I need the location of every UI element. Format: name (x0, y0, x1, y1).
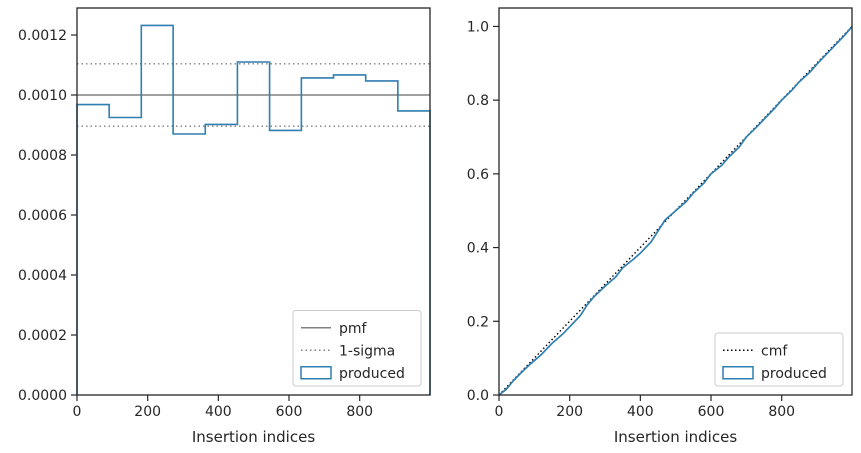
y-tick-label: 0.4 (467, 241, 489, 257)
legend-label-cmf: cmf (761, 343, 788, 359)
x-tick-label: 400 (627, 404, 654, 420)
y-tick-label: 0.0006 (18, 208, 67, 224)
right-chart-cmf: 0 200 400 600 800 0.0 0.2 0.4 0.6 0.8 1.0 Insertion… (467, 7, 853, 446)
y-tick-label: 0.0008 (18, 148, 67, 164)
legend-box (714, 332, 844, 387)
plot-frame (76, 7, 431, 396)
y-tick-label: 0.0012 (18, 28, 67, 44)
produced-histogram-step (76, 24, 431, 395)
y-tick-label: 1.0 (467, 19, 489, 35)
x-tick-label: 0 (73, 404, 82, 420)
y-tick-label: 0.0004 (18, 268, 67, 284)
x-axis-label: Insertion indices (614, 428, 737, 446)
x-axis-label: Insertion indices (192, 428, 315, 446)
legend-label-produced: produced (339, 366, 405, 382)
produced-cumulative-line (498, 25, 853, 396)
x-tick-label: 600 (276, 404, 303, 420)
y-tick-label: 0.0000 (18, 388, 67, 404)
left-chart-pmf-histogram: 0 200 400 600 800 0.0000 0.0002 0.0004 0.0006 0.0… (18, 7, 431, 446)
y-tick-label: 0.2 (467, 314, 489, 330)
y-tick-label: 0.8 (467, 93, 489, 109)
legend-swatch-produced (300, 366, 332, 380)
y-tick-label: 0.6 (467, 167, 489, 183)
y-tick-label: 0.0002 (18, 328, 67, 344)
plot-frame (498, 7, 853, 396)
x-tick-label: 800 (346, 404, 373, 420)
legend-label-sigma: 1-sigma (339, 343, 395, 359)
x-tick-label: 0 (495, 404, 504, 420)
x-tick-label: 600 (698, 404, 725, 420)
legend-swatch-produced (722, 366, 754, 380)
y-tick-label: 0.0 (467, 388, 489, 404)
legend-label-produced: produced (761, 366, 827, 382)
x-tick-label: 200 (556, 404, 583, 420)
x-tick-label: 200 (134, 404, 161, 420)
legend-label-pmf: pmf (339, 321, 368, 337)
x-tick-label: 800 (768, 404, 795, 420)
x-tick-label: 400 (205, 404, 232, 420)
y-tick-label: 0.0010 (18, 88, 67, 104)
